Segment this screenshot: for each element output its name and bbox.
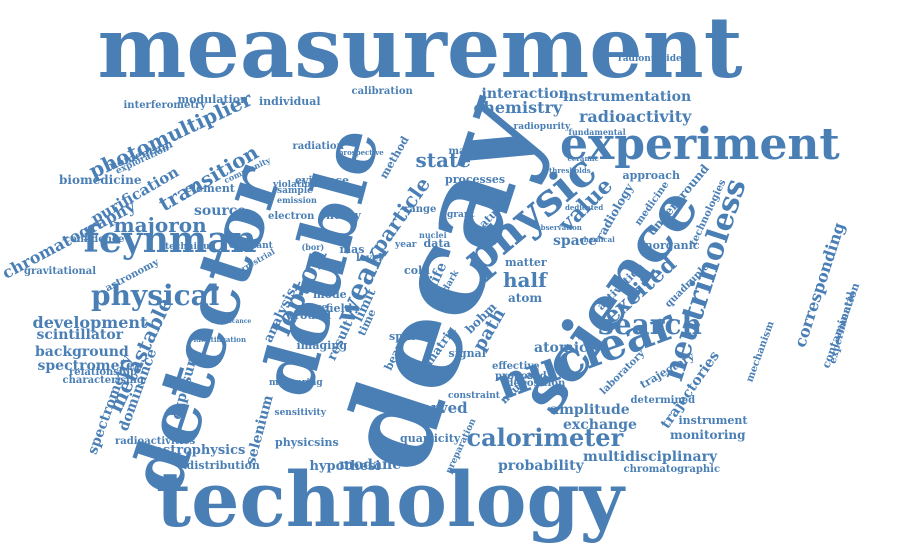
word: range <box>404 205 436 215</box>
word: measurement <box>98 6 743 90</box>
word: fundamental <box>569 128 626 136</box>
word: multidisciplinary <box>583 450 717 464</box>
word: measuring <box>269 379 323 388</box>
word: confidence <box>64 235 124 245</box>
word: background <box>35 345 129 359</box>
word: radioactivity <box>579 109 691 125</box>
word: ceramic <box>568 155 599 162</box>
word: significance <box>211 319 251 325</box>
word: mechanism <box>745 320 776 384</box>
word: radionuclide <box>618 55 682 64</box>
word: technique <box>165 243 215 252</box>
word: grant <box>447 211 475 220</box>
word: thresholds <box>549 167 591 174</box>
word: scintillator <box>37 328 124 342</box>
word: field <box>326 303 353 314</box>
word: biomedicine <box>59 174 141 186</box>
word: mode <box>313 289 347 300</box>
word: source <box>194 204 246 218</box>
word: sensitivity <box>275 409 326 418</box>
word: level <box>356 254 382 264</box>
word: hypothesi <box>310 460 381 473</box>
word: approach <box>623 170 680 181</box>
word: processes <box>445 174 505 185</box>
word: chemistry <box>474 100 563 116</box>
word: nuclei <box>419 231 447 239</box>
word: gravitational <box>24 267 96 277</box>
word: (bor) <box>302 243 325 251</box>
word: wave <box>298 302 328 313</box>
word: atom <box>508 292 542 304</box>
word: mixing <box>434 296 465 304</box>
word: modulation <box>178 94 249 105</box>
word: material <box>449 147 496 157</box>
word: electron <box>268 212 314 222</box>
word: emission <box>277 196 317 204</box>
word: half <box>503 270 547 290</box>
word: amplitude <box>550 403 630 417</box>
word: atomic <box>534 341 588 355</box>
word: identification <box>194 336 247 343</box>
word: individual <box>259 96 321 107</box>
word: observation <box>536 224 582 231</box>
word: instrumentation <box>563 90 691 104</box>
word: radioactivities <box>115 437 195 447</box>
word: energy <box>319 210 361 221</box>
word: monitoring <box>670 429 746 441</box>
word: radiopurity <box>514 123 571 132</box>
word: constraint <box>448 392 500 401</box>
word: matter <box>505 257 547 268</box>
word: relationship <box>69 368 137 378</box>
word: determined <box>631 396 696 406</box>
word: signal <box>449 348 486 359</box>
word: dedicated <box>565 204 603 211</box>
word: radiation <box>293 142 344 152</box>
word: exchange <box>563 418 637 432</box>
word: interaction <box>482 87 569 101</box>
word: year <box>395 241 417 250</box>
word: chemical <box>580 236 615 243</box>
word: chromatographic <box>624 465 721 475</box>
word: distribution <box>187 460 260 471</box>
word: imaging <box>297 340 348 351</box>
word: probability <box>498 459 584 473</box>
word: cold <box>404 265 430 276</box>
word: calibration <box>352 87 413 97</box>
word: instrument <box>679 415 748 426</box>
word: quarticity <box>400 433 460 444</box>
word: prospective <box>339 149 384 156</box>
word: sample <box>277 187 313 196</box>
word: physicsins <box>275 437 339 448</box>
word: sheet <box>411 370 441 380</box>
word: observed <box>393 401 468 416</box>
